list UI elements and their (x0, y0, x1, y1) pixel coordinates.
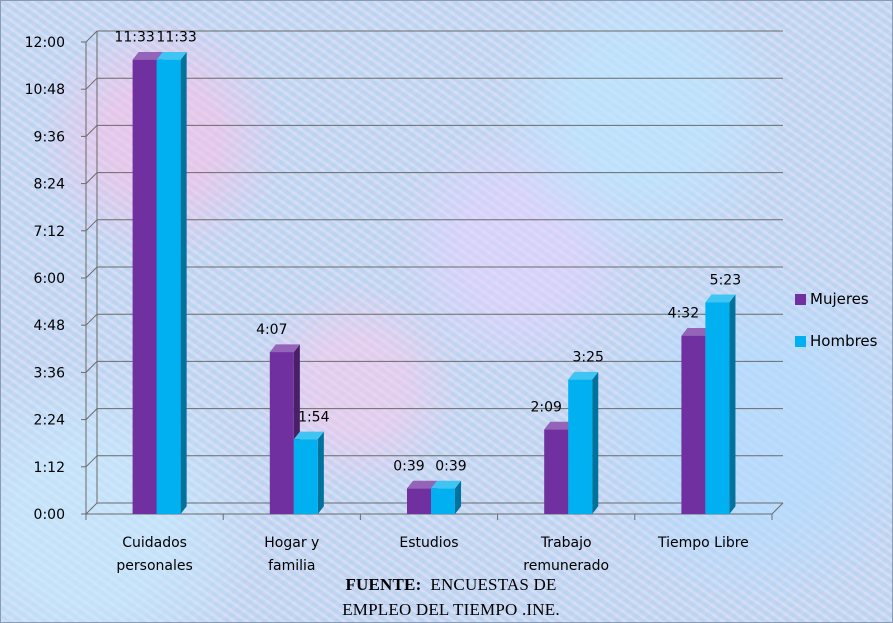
bar-hombres (705, 302, 730, 514)
bar-top (681, 327, 712, 336)
category-label: familia (268, 558, 315, 574)
gridline-side (85, 219, 98, 232)
gridline-side (85, 408, 98, 420)
category-label: Estudios (399, 535, 458, 551)
legend-swatch (795, 293, 806, 305)
gridline-side (85, 502, 98, 515)
bar-top (544, 421, 575, 430)
data-label: 11:33 (114, 30, 154, 46)
source-text-2: EMPLEO DEL TIEMPO .INE. (342, 600, 560, 619)
y-tick-label: 1:12 (34, 460, 65, 476)
y-tick-label: 9:36 (34, 129, 66, 145)
legend-swatch (795, 335, 806, 347)
y-tick-label: 4:48 (34, 318, 65, 334)
y-tick-label: 3:36 (34, 365, 66, 381)
bar-top (568, 371, 599, 380)
bar-side (592, 371, 599, 514)
legend-item: Hombres (795, 329, 877, 353)
data-label: 5:23 (710, 272, 741, 288)
legend-item: Mujeres (795, 287, 877, 311)
bar-top (156, 52, 187, 60)
bar-top (705, 294, 736, 303)
data-label: 2:09 (530, 399, 561, 415)
y-tick-label: 6:00 (34, 271, 65, 287)
y-tick-label: 12:00 (25, 35, 65, 51)
category-label: remunerado (523, 558, 609, 574)
legend: Mujeres Hombres (795, 287, 877, 371)
bar-mujeres (681, 335, 706, 514)
gridline-side (85, 455, 98, 468)
bar-mujeres (269, 352, 294, 514)
bar-mujeres (132, 59, 157, 514)
floor-edge (771, 502, 784, 515)
data-label: 1:54 (298, 409, 330, 425)
bar-top (293, 431, 324, 440)
bar-side (729, 294, 736, 514)
y-tick-label: 2:24 (34, 413, 66, 429)
data-label: 3:25 (572, 350, 603, 366)
category-label: Hogar y (264, 535, 319, 551)
bar-side (180, 52, 187, 514)
bar-mujeres (407, 488, 431, 514)
source-line-2: EMPLEO DEL TIEMPO .INE. (241, 600, 661, 620)
bar-side (455, 480, 462, 514)
bar-top (431, 480, 462, 489)
gridline-side (85, 125, 98, 137)
bar-top (407, 480, 438, 489)
bar-hombres (156, 59, 181, 514)
bar-side (317, 431, 324, 514)
legend-label: Hombres (810, 332, 878, 350)
data-label: 4:32 (668, 306, 699, 322)
category-label: Trabajo (540, 535, 592, 551)
source-line-1: FUENTE: ENCUESTAS DE (241, 575, 661, 595)
category-label: personales (116, 558, 192, 574)
bar-hombres (293, 439, 318, 514)
gridline-side (85, 77, 98, 90)
bar-hombres (431, 488, 455, 514)
gridline-side (85, 172, 98, 184)
source-label: FUENTE: (345, 575, 422, 594)
source-text-1: ENCUESTAS DE (430, 575, 557, 594)
y-tick-label: 8:24 (34, 177, 66, 193)
category-label: Cuidados (122, 535, 187, 551)
bar-mujeres (544, 429, 569, 514)
y-tick-label: 0:00 (34, 507, 65, 523)
gridline-side (85, 361, 98, 373)
legend-label: Mujeres (810, 290, 869, 308)
category-label: Tiempo Libre (657, 535, 749, 551)
data-label: 4:07 (256, 322, 287, 338)
bar-top (269, 344, 300, 353)
data-label: 0:39 (435, 458, 466, 474)
y-tick-label: 10:48 (25, 82, 65, 98)
data-label: 0:39 (393, 458, 424, 474)
bar-hombres (568, 379, 593, 514)
gridline-side (85, 313, 98, 326)
data-label: 11:33 (156, 30, 196, 46)
y-tick-label: 7:12 (34, 224, 65, 240)
gridline-side (85, 266, 98, 279)
gridline-side (85, 30, 98, 43)
bar-top (132, 52, 163, 60)
